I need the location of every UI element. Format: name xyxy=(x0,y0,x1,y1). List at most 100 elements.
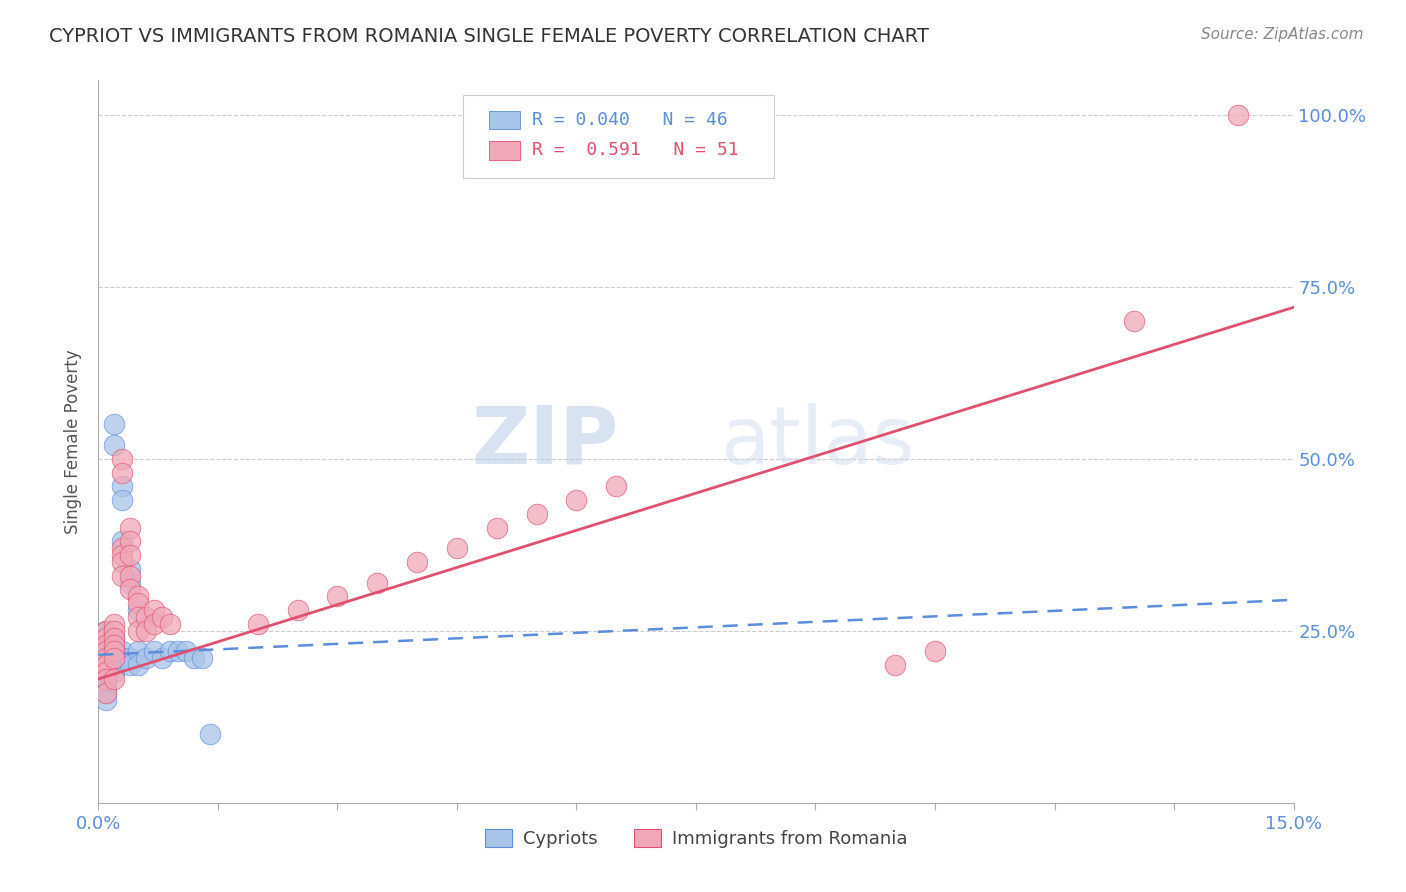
Legend: Cypriots, Immigrants from Romania: Cypriots, Immigrants from Romania xyxy=(478,822,914,855)
Point xyxy=(96,686,118,700)
FancyBboxPatch shape xyxy=(463,95,773,178)
Point xyxy=(103,651,125,665)
Point xyxy=(127,596,149,610)
Point xyxy=(96,638,118,652)
Text: R = 0.040   N = 46: R = 0.040 N = 46 xyxy=(533,111,728,129)
Point xyxy=(565,493,588,508)
Point xyxy=(135,624,157,638)
Point xyxy=(167,644,190,658)
Text: Source: ZipAtlas.com: Source: ZipAtlas.com xyxy=(1201,27,1364,42)
Point xyxy=(103,438,125,452)
Point xyxy=(111,651,134,665)
Point xyxy=(120,658,142,673)
Y-axis label: Single Female Poverty: Single Female Poverty xyxy=(65,350,83,533)
Point xyxy=(96,644,118,658)
Point xyxy=(96,644,118,658)
Point xyxy=(103,672,125,686)
FancyBboxPatch shape xyxy=(489,141,520,160)
Point xyxy=(96,672,118,686)
Point xyxy=(135,651,157,665)
Point xyxy=(96,624,118,638)
Point xyxy=(111,548,134,562)
Point xyxy=(884,658,907,673)
Point xyxy=(96,686,118,700)
Point xyxy=(605,479,627,493)
Point xyxy=(143,616,166,631)
Point xyxy=(127,590,149,604)
Point xyxy=(1123,314,1146,328)
Point xyxy=(96,658,118,673)
Point xyxy=(1226,108,1249,122)
Point xyxy=(96,638,118,652)
Point xyxy=(111,466,134,480)
Point xyxy=(103,665,125,679)
Point xyxy=(111,493,134,508)
Point xyxy=(96,658,118,673)
Point xyxy=(103,651,125,665)
Point xyxy=(191,651,214,665)
Text: CYPRIOT VS IMMIGRANTS FROM ROMANIA SINGLE FEMALE POVERTY CORRELATION CHART: CYPRIOT VS IMMIGRANTS FROM ROMANIA SINGL… xyxy=(49,27,929,45)
Point xyxy=(159,616,181,631)
Point xyxy=(143,603,166,617)
Point xyxy=(96,665,118,679)
Point xyxy=(120,651,142,665)
Point xyxy=(143,644,166,658)
Point xyxy=(96,665,118,679)
Point xyxy=(127,644,149,658)
Point xyxy=(96,644,118,658)
Point xyxy=(103,638,125,652)
Point xyxy=(103,624,125,638)
Point xyxy=(96,624,118,638)
Point xyxy=(96,631,118,645)
Text: R =  0.591   N = 51: R = 0.591 N = 51 xyxy=(533,141,740,160)
Point xyxy=(103,644,125,658)
Point xyxy=(96,651,118,665)
Point xyxy=(246,616,269,631)
Point xyxy=(103,644,125,658)
Point xyxy=(183,651,205,665)
Point xyxy=(446,541,468,556)
Point xyxy=(96,679,118,693)
Point xyxy=(366,575,388,590)
Point xyxy=(96,624,118,638)
Point xyxy=(120,548,142,562)
Point xyxy=(111,568,134,582)
Point xyxy=(111,541,134,556)
Point xyxy=(127,610,149,624)
Point xyxy=(406,555,429,569)
Point xyxy=(526,507,548,521)
Point xyxy=(103,417,125,432)
Point xyxy=(127,603,149,617)
Point xyxy=(326,590,349,604)
Point xyxy=(120,575,142,590)
Point xyxy=(120,534,142,549)
Point xyxy=(127,658,149,673)
Point xyxy=(120,568,142,582)
Point xyxy=(159,644,181,658)
Text: atlas: atlas xyxy=(720,402,914,481)
Point xyxy=(96,672,118,686)
Point xyxy=(120,562,142,576)
Point xyxy=(174,644,197,658)
Point xyxy=(485,520,508,534)
Point xyxy=(150,610,173,624)
Point xyxy=(103,658,125,673)
Point xyxy=(150,651,173,665)
Point xyxy=(103,631,125,645)
Point xyxy=(96,658,118,673)
Point xyxy=(103,651,125,665)
FancyBboxPatch shape xyxy=(489,111,520,129)
Point xyxy=(96,651,118,665)
Point xyxy=(111,479,134,493)
Point xyxy=(924,644,946,658)
Point xyxy=(96,631,118,645)
Point xyxy=(287,603,309,617)
Point xyxy=(96,665,118,679)
Point xyxy=(127,624,149,638)
Point xyxy=(111,644,134,658)
Text: ZIP: ZIP xyxy=(471,402,619,481)
Point xyxy=(103,616,125,631)
Point xyxy=(103,631,125,645)
Point xyxy=(96,692,118,706)
Point xyxy=(111,534,134,549)
